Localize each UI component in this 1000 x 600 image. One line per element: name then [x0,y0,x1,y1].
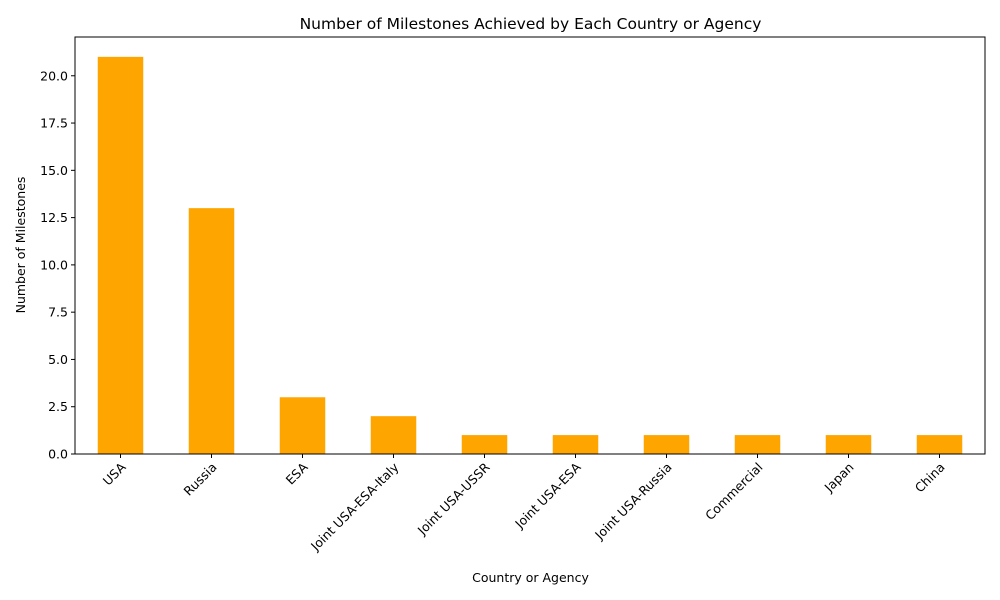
bar-china [916,435,963,454]
y-tick-label: 17.5 [40,116,68,131]
y-axis-label: Number of Milestones [13,177,28,314]
bar-japan [825,435,872,454]
y-tick-label: 0.0 [48,447,68,462]
x-tick-label: Commercial [702,460,765,523]
x-tick-label: Joint USA-ESA [511,459,584,532]
bar-russia [188,208,235,454]
x-tick-label: ESA [283,459,311,487]
bars-group [97,56,963,454]
bar-usa [97,56,144,454]
x-tick-label: USA [100,459,129,488]
y-tick-label: 7.5 [48,305,68,320]
x-tick-label: Japan [821,460,857,496]
y-tick-label: 10.0 [40,257,68,272]
x-tick-label: Joint USA-USSR [414,459,493,538]
bar-joint-usa-esa [552,435,599,454]
y-axis-ticks: 0.0 2.5 5.0 7.5 10.0 12.5 15.0 17.5 20.0 [40,68,75,462]
y-tick-label: 12.5 [40,210,68,225]
bar-commercial [734,435,781,454]
x-axis-label: Country or Agency [472,570,589,585]
plot-frame [74,36,986,455]
x-tick-label: Russia [181,460,220,499]
x-tick-label: China [912,460,948,496]
bar-joint-usa-russia [643,435,690,454]
x-tick-label: Joint USA-Russia [591,460,674,543]
y-tick-label: 5.0 [48,352,68,367]
y-tick-label: 20.0 [40,68,68,83]
chart-title: Number of Milestones Achieved by Each Co… [300,15,762,33]
bar-joint-usa-ussr [461,435,508,454]
y-tick-label: 15.0 [40,163,68,178]
y-tick-label: 2.5 [48,399,68,414]
x-tick-label: Joint USA-ESA-Italy [307,459,402,554]
bar-joint-usa-esa-italy [370,416,417,454]
bar-esa [279,397,326,454]
